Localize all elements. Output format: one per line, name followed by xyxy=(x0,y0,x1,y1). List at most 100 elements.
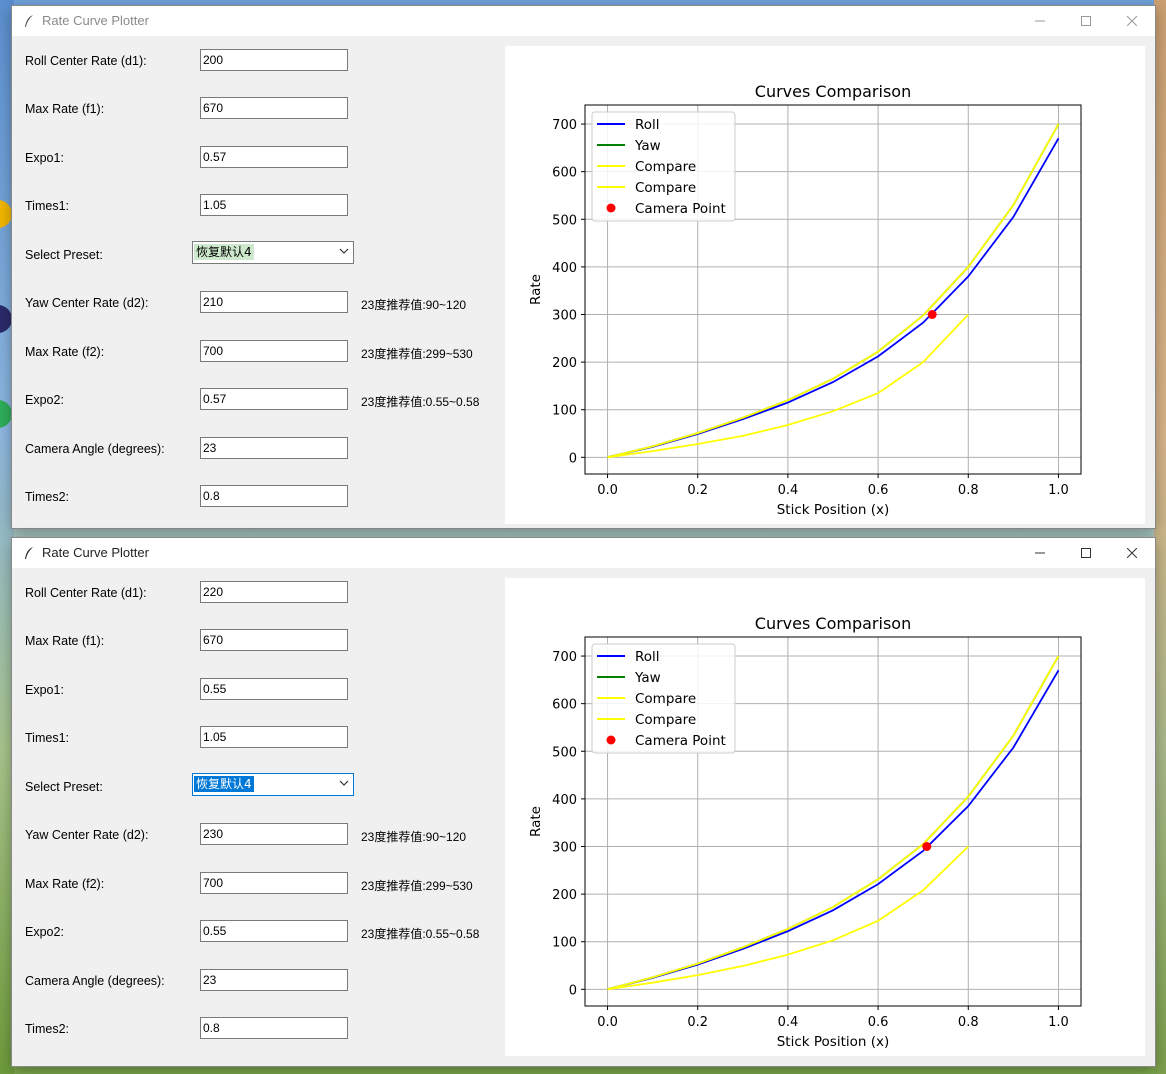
max-rate-f1-label: Max Rate (f1): xyxy=(25,102,105,116)
times2-label: Times2: xyxy=(25,490,69,504)
x-tick-label: 0.2 xyxy=(687,483,708,498)
x-tick-label: 0.4 xyxy=(778,1015,799,1030)
maximize-button[interactable] xyxy=(1063,538,1109,568)
expo2-input[interactable]: 0.57 xyxy=(200,388,348,410)
preset-label: Select Preset: xyxy=(25,248,103,262)
max-rate-f1-input[interactable]: 670 xyxy=(200,629,348,651)
series-line-compare xyxy=(607,655,1060,991)
times2-row: Times2: 0.8 xyxy=(12,485,502,509)
x-tick-label: 1.0 xyxy=(1048,1015,1069,1030)
expo2-input[interactable]: 0.55 xyxy=(200,920,348,942)
title-bar[interactable]: Rate Curve Plotter xyxy=(12,538,1155,568)
roll-center-rate-label: Roll Center Rate (d1): xyxy=(25,54,147,68)
x-tick-label: 0.6 xyxy=(868,1015,889,1030)
expo2-hint: 23度推荐值:0.55~0.58 xyxy=(361,395,480,409)
y-tick-label: 500 xyxy=(552,745,577,760)
preset-row: Select Preset: 恢复默认4 xyxy=(12,773,502,799)
max-rate-f2-row: Max Rate (f2): 700 23度推荐值:299~530 xyxy=(12,340,502,364)
title-bar[interactable]: Rate Curve Plotter xyxy=(12,6,1155,36)
preset-selected-value: 恢复默认4 xyxy=(194,776,254,792)
window-title: Rate Curve Plotter xyxy=(42,545,149,560)
y-tick-label: 400 xyxy=(552,793,577,808)
feather-app-icon xyxy=(25,547,33,559)
camera-angle-label: Camera Angle (degrees): xyxy=(25,442,165,456)
close-icon xyxy=(1127,548,1137,558)
max-rate-f2-input[interactable]: 700 xyxy=(200,872,348,894)
x-tick-label: 0.4 xyxy=(778,483,799,498)
y-tick-label: 400 xyxy=(552,261,577,276)
close-button[interactable] xyxy=(1109,538,1155,568)
yaw-center-rate-hint: 23度推荐值:90~120 xyxy=(361,298,467,312)
y-tick-label: 0 xyxy=(569,983,577,998)
x-tick-label: 0.6 xyxy=(868,483,889,498)
axes-frame xyxy=(584,636,1082,1007)
yaw-center-rate-input[interactable]: 210 xyxy=(200,291,348,313)
y-tick-label: 0 xyxy=(569,451,577,466)
chart-title: Curves Comparison xyxy=(755,614,911,633)
desktop-app-icon[interactable] xyxy=(0,400,12,428)
y-tick-label: 200 xyxy=(552,356,577,371)
expo1-input[interactable]: 0.57 xyxy=(200,146,348,168)
times2-input[interactable]: 0.8 xyxy=(200,1017,348,1039)
feather-app-icon xyxy=(25,15,33,27)
max-rate-f2-row: Max Rate (f2): 700 23度推荐值:299~530 xyxy=(12,872,502,896)
camera-angle-input[interactable]: 23 xyxy=(200,437,348,459)
preset-dropdown[interactable]: 恢复默认4 xyxy=(192,773,354,796)
max-rate-f2-input[interactable]: 700 xyxy=(200,340,348,362)
desktop-background-right xyxy=(1154,0,1166,1074)
desktop-app-icon[interactable] xyxy=(0,200,12,228)
expo1-row: Expo1: 0.57 xyxy=(12,146,502,170)
max-rate-f1-row: Max Rate (f1): 670 xyxy=(12,629,502,653)
legend-entry: Camera Point xyxy=(635,201,726,217)
expo2-row: Expo2: 0.55 23度推荐值:0.55~0.58 xyxy=(12,920,502,944)
expo1-input[interactable]: 0.55 xyxy=(200,678,348,700)
camera-angle-row: Camera Angle (degrees): 23 xyxy=(12,437,502,461)
chevron-down-icon[interactable] xyxy=(339,247,349,255)
x-tick-label: 0.2 xyxy=(687,1015,708,1030)
minimize-button[interactable] xyxy=(1017,538,1063,568)
roll-center-rate-input[interactable]: 200 xyxy=(200,49,348,71)
x-tick-label: 0.0 xyxy=(597,483,618,498)
roll-center-rate-row: Roll Center Rate (d1): 200 xyxy=(12,49,502,73)
times2-input[interactable]: 0.8 xyxy=(200,485,348,507)
desktop-app-icon[interactable] xyxy=(0,305,12,333)
expo2-label: Expo2: xyxy=(25,393,64,407)
chart-title: Curves Comparison xyxy=(755,82,911,101)
expo2-hint: 23度推荐值:0.55~0.58 xyxy=(361,927,480,941)
y-tick-label: 300 xyxy=(552,840,577,855)
times1-input[interactable]: 1.05 xyxy=(200,726,348,748)
roll-center-rate-input[interactable]: 220 xyxy=(200,581,348,603)
curves-comparison-chart: 0.0 0.2 0.4 0.6 0.8 1.0 0 100 200 300 400 500 600 700… xyxy=(528,82,1082,518)
camera-angle-input[interactable]: 23 xyxy=(200,969,348,991)
minimize-icon xyxy=(1035,552,1045,554)
yaw-center-rate-row: Yaw Center Rate (d2): 210 23度推荐值:90~120 xyxy=(12,291,502,315)
max-rate-f1-input[interactable]: 670 xyxy=(200,97,348,119)
y-tick-label: 700 xyxy=(552,650,577,665)
preset-dropdown[interactable]: 恢复默认4 xyxy=(192,241,354,264)
expo2-row: Expo2: 0.57 23度推荐值:0.55~0.58 xyxy=(12,388,502,412)
y-axis-label: Rate xyxy=(528,806,544,837)
yaw-center-rate-row: Yaw Center Rate (d2): 230 23度推荐值:90~120 xyxy=(12,823,502,847)
times2-label: Times2: xyxy=(25,1022,69,1036)
legend-entry: Roll xyxy=(635,117,660,133)
maximize-button[interactable] xyxy=(1063,6,1109,36)
times1-label: Times1: xyxy=(25,199,69,213)
legend-marker xyxy=(606,735,616,745)
yaw-center-rate-input[interactable]: 230 xyxy=(200,823,348,845)
x-tick-label: 0.0 xyxy=(597,1015,618,1030)
legend-box xyxy=(591,111,736,222)
expo1-row: Expo1: 0.55 xyxy=(12,678,502,702)
chevron-down-icon[interactable] xyxy=(339,779,349,787)
times1-input[interactable]: 1.05 xyxy=(200,194,348,216)
x-tick-label: 0.8 xyxy=(958,483,979,498)
series-line-compare xyxy=(607,123,1060,459)
desktop-background xyxy=(0,0,14,1074)
legend-entry: Yaw xyxy=(634,670,661,686)
x-tick-label: 0.8 xyxy=(958,1015,979,1030)
maximize-icon xyxy=(1081,548,1091,558)
legend-entry: Compare xyxy=(635,180,696,196)
y-tick-label: 100 xyxy=(552,404,577,419)
roll-center-rate-label: Roll Center Rate (d1): xyxy=(25,586,147,600)
close-button[interactable] xyxy=(1109,6,1155,36)
minimize-button[interactable] xyxy=(1017,6,1063,36)
